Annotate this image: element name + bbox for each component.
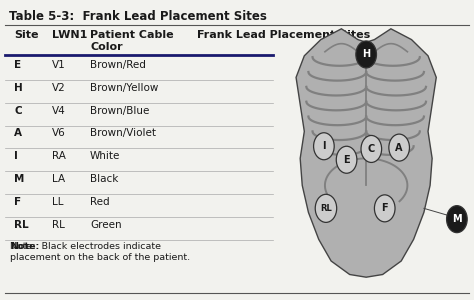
Text: H: H (14, 83, 23, 93)
Text: Frank Lead Placement Sites: Frank Lead Placement Sites (197, 30, 370, 40)
Circle shape (315, 194, 337, 222)
Circle shape (389, 134, 410, 161)
Text: Note:: Note: (10, 242, 40, 251)
Circle shape (447, 206, 467, 233)
Text: I: I (14, 151, 18, 161)
Text: V2: V2 (52, 83, 66, 93)
Text: E: E (343, 155, 350, 165)
Text: V6: V6 (52, 128, 66, 138)
Text: F: F (14, 197, 21, 207)
Text: RL: RL (52, 220, 65, 230)
Text: Brown/Yellow: Brown/Yellow (90, 83, 158, 93)
Text: A: A (395, 142, 403, 153)
Circle shape (374, 195, 395, 222)
Text: C: C (368, 144, 375, 154)
Text: Red: Red (90, 197, 109, 207)
Text: F: F (382, 203, 388, 213)
Circle shape (314, 133, 334, 160)
Circle shape (361, 135, 382, 162)
Text: Green: Green (90, 220, 122, 230)
Circle shape (336, 146, 357, 173)
Text: White: White (90, 151, 120, 161)
Text: Brown/Violet: Brown/Violet (90, 128, 156, 138)
Text: LWN1: LWN1 (52, 30, 88, 40)
Text: V4: V4 (52, 106, 66, 116)
Text: Site: Site (14, 30, 39, 40)
Text: V1: V1 (52, 60, 66, 70)
Polygon shape (296, 29, 436, 277)
Text: RL: RL (14, 220, 29, 230)
Text: Table 5-3:  Frank Lead Placement Sites: Table 5-3: Frank Lead Placement Sites (9, 10, 267, 22)
Text: Note:  Black electrodes indicate
placement on the back of the patient.: Note: Black electrodes indicate placemen… (10, 242, 191, 262)
Text: Black: Black (90, 174, 118, 184)
Text: LL: LL (52, 197, 64, 207)
Text: Patient Cable
Color: Patient Cable Color (90, 30, 173, 52)
Text: M: M (14, 174, 25, 184)
Text: H: H (362, 50, 370, 59)
Text: I: I (322, 141, 326, 151)
Text: LA: LA (52, 174, 65, 184)
Text: A: A (14, 128, 22, 138)
Text: E: E (14, 60, 21, 70)
Text: RL: RL (320, 204, 332, 213)
Text: Brown/Red: Brown/Red (90, 60, 146, 70)
Text: M: M (452, 214, 462, 224)
Text: C: C (14, 106, 22, 116)
Text: Brown/Blue: Brown/Blue (90, 106, 149, 116)
Circle shape (356, 41, 376, 68)
Text: RA: RA (52, 151, 66, 161)
